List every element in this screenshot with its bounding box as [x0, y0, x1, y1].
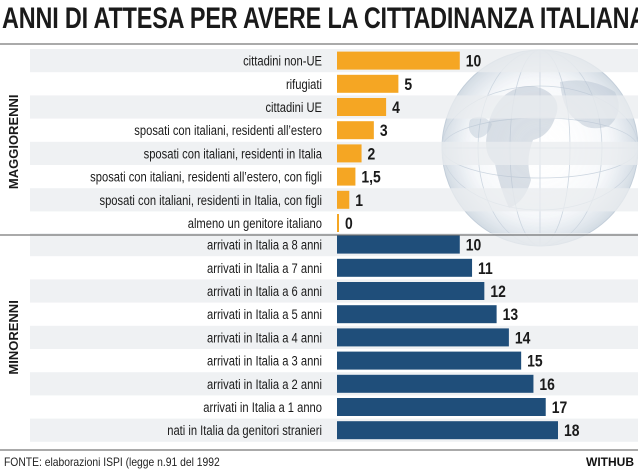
bar — [337, 421, 558, 440]
row-band — [30, 188, 638, 212]
row-band — [30, 49, 638, 73]
bar — [337, 214, 339, 232]
value-label: 18 — [564, 422, 580, 441]
value-label: 12 — [490, 283, 506, 302]
category-label: arrivati in Italia a 7 anni — [207, 261, 322, 276]
bar — [337, 167, 356, 186]
value-label: 2 — [368, 145, 376, 164]
bar — [337, 121, 374, 140]
category-label: rifugiati — [286, 77, 322, 92]
bar — [337, 235, 460, 254]
value-label: 1 — [355, 192, 363, 211]
bar — [337, 305, 497, 324]
category-label: arrivati in Italia a 4 anni — [207, 330, 322, 345]
category-label: arrivati in Italia a 8 anni — [207, 237, 322, 252]
value-label: 1,5 — [361, 168, 381, 187]
source-note: FONTE: elaborazioni ISPI (legge n.91 del… — [4, 455, 220, 469]
bar — [337, 144, 362, 163]
value-label: 10 — [466, 52, 481, 71]
value-label: 16 — [539, 376, 555, 395]
value-label: 5 — [404, 76, 412, 95]
category-label: nati in Italia da genitori stranieri — [167, 423, 322, 438]
bar — [337, 74, 399, 93]
category-label: sposati con italiani, residenti in Itali… — [99, 193, 322, 208]
value-label: 11 — [478, 260, 493, 279]
category-label: sposati con italiani, residenti in Itali… — [144, 146, 323, 161]
category-label: sposati con italiani, residenti all’este… — [90, 169, 322, 184]
category-label: arrivati in Italia a 6 anni — [207, 284, 322, 299]
value-label: 0 — [345, 215, 353, 234]
bar — [337, 374, 534, 393]
category-label: cittadini UE — [265, 100, 322, 115]
value-label: 13 — [503, 306, 519, 325]
category-label: arrivati in Italia a 5 anni — [207, 307, 322, 322]
category-label: arrivati in Italia a 1 anno — [203, 400, 322, 415]
bar — [337, 190, 350, 209]
bar — [337, 98, 387, 116]
value-label: 3 — [380, 122, 388, 141]
category-label: almeno un genitore italiano — [188, 216, 322, 231]
bar — [337, 258, 473, 277]
row-band — [30, 279, 638, 303]
value-label: 15 — [527, 352, 543, 371]
value-label: 4 — [392, 99, 400, 118]
group-label: MINORENNI — [6, 300, 21, 374]
bar — [337, 328, 509, 347]
value-label: 17 — [552, 399, 567, 418]
row-band — [30, 325, 638, 349]
category-label: sposati con italiani, residenti all’este… — [134, 123, 322, 138]
bar — [337, 351, 522, 370]
group-label: MAGGIORENNI — [6, 94, 21, 189]
bar — [337, 51, 460, 70]
brand-logo: WITHUB — [586, 455, 634, 469]
category-label: arrivati in Italia a 2 anni — [207, 377, 322, 392]
bar — [337, 398, 546, 416]
category-label: arrivati in Italia a 3 anni — [207, 353, 322, 368]
bar — [337, 282, 485, 300]
value-label: 10 — [466, 236, 481, 255]
row-band — [30, 233, 638, 257]
row-band — [30, 95, 638, 119]
row-band — [30, 141, 638, 165]
value-label: 14 — [515, 329, 531, 348]
category-label: cittadini non-UE — [243, 53, 322, 68]
